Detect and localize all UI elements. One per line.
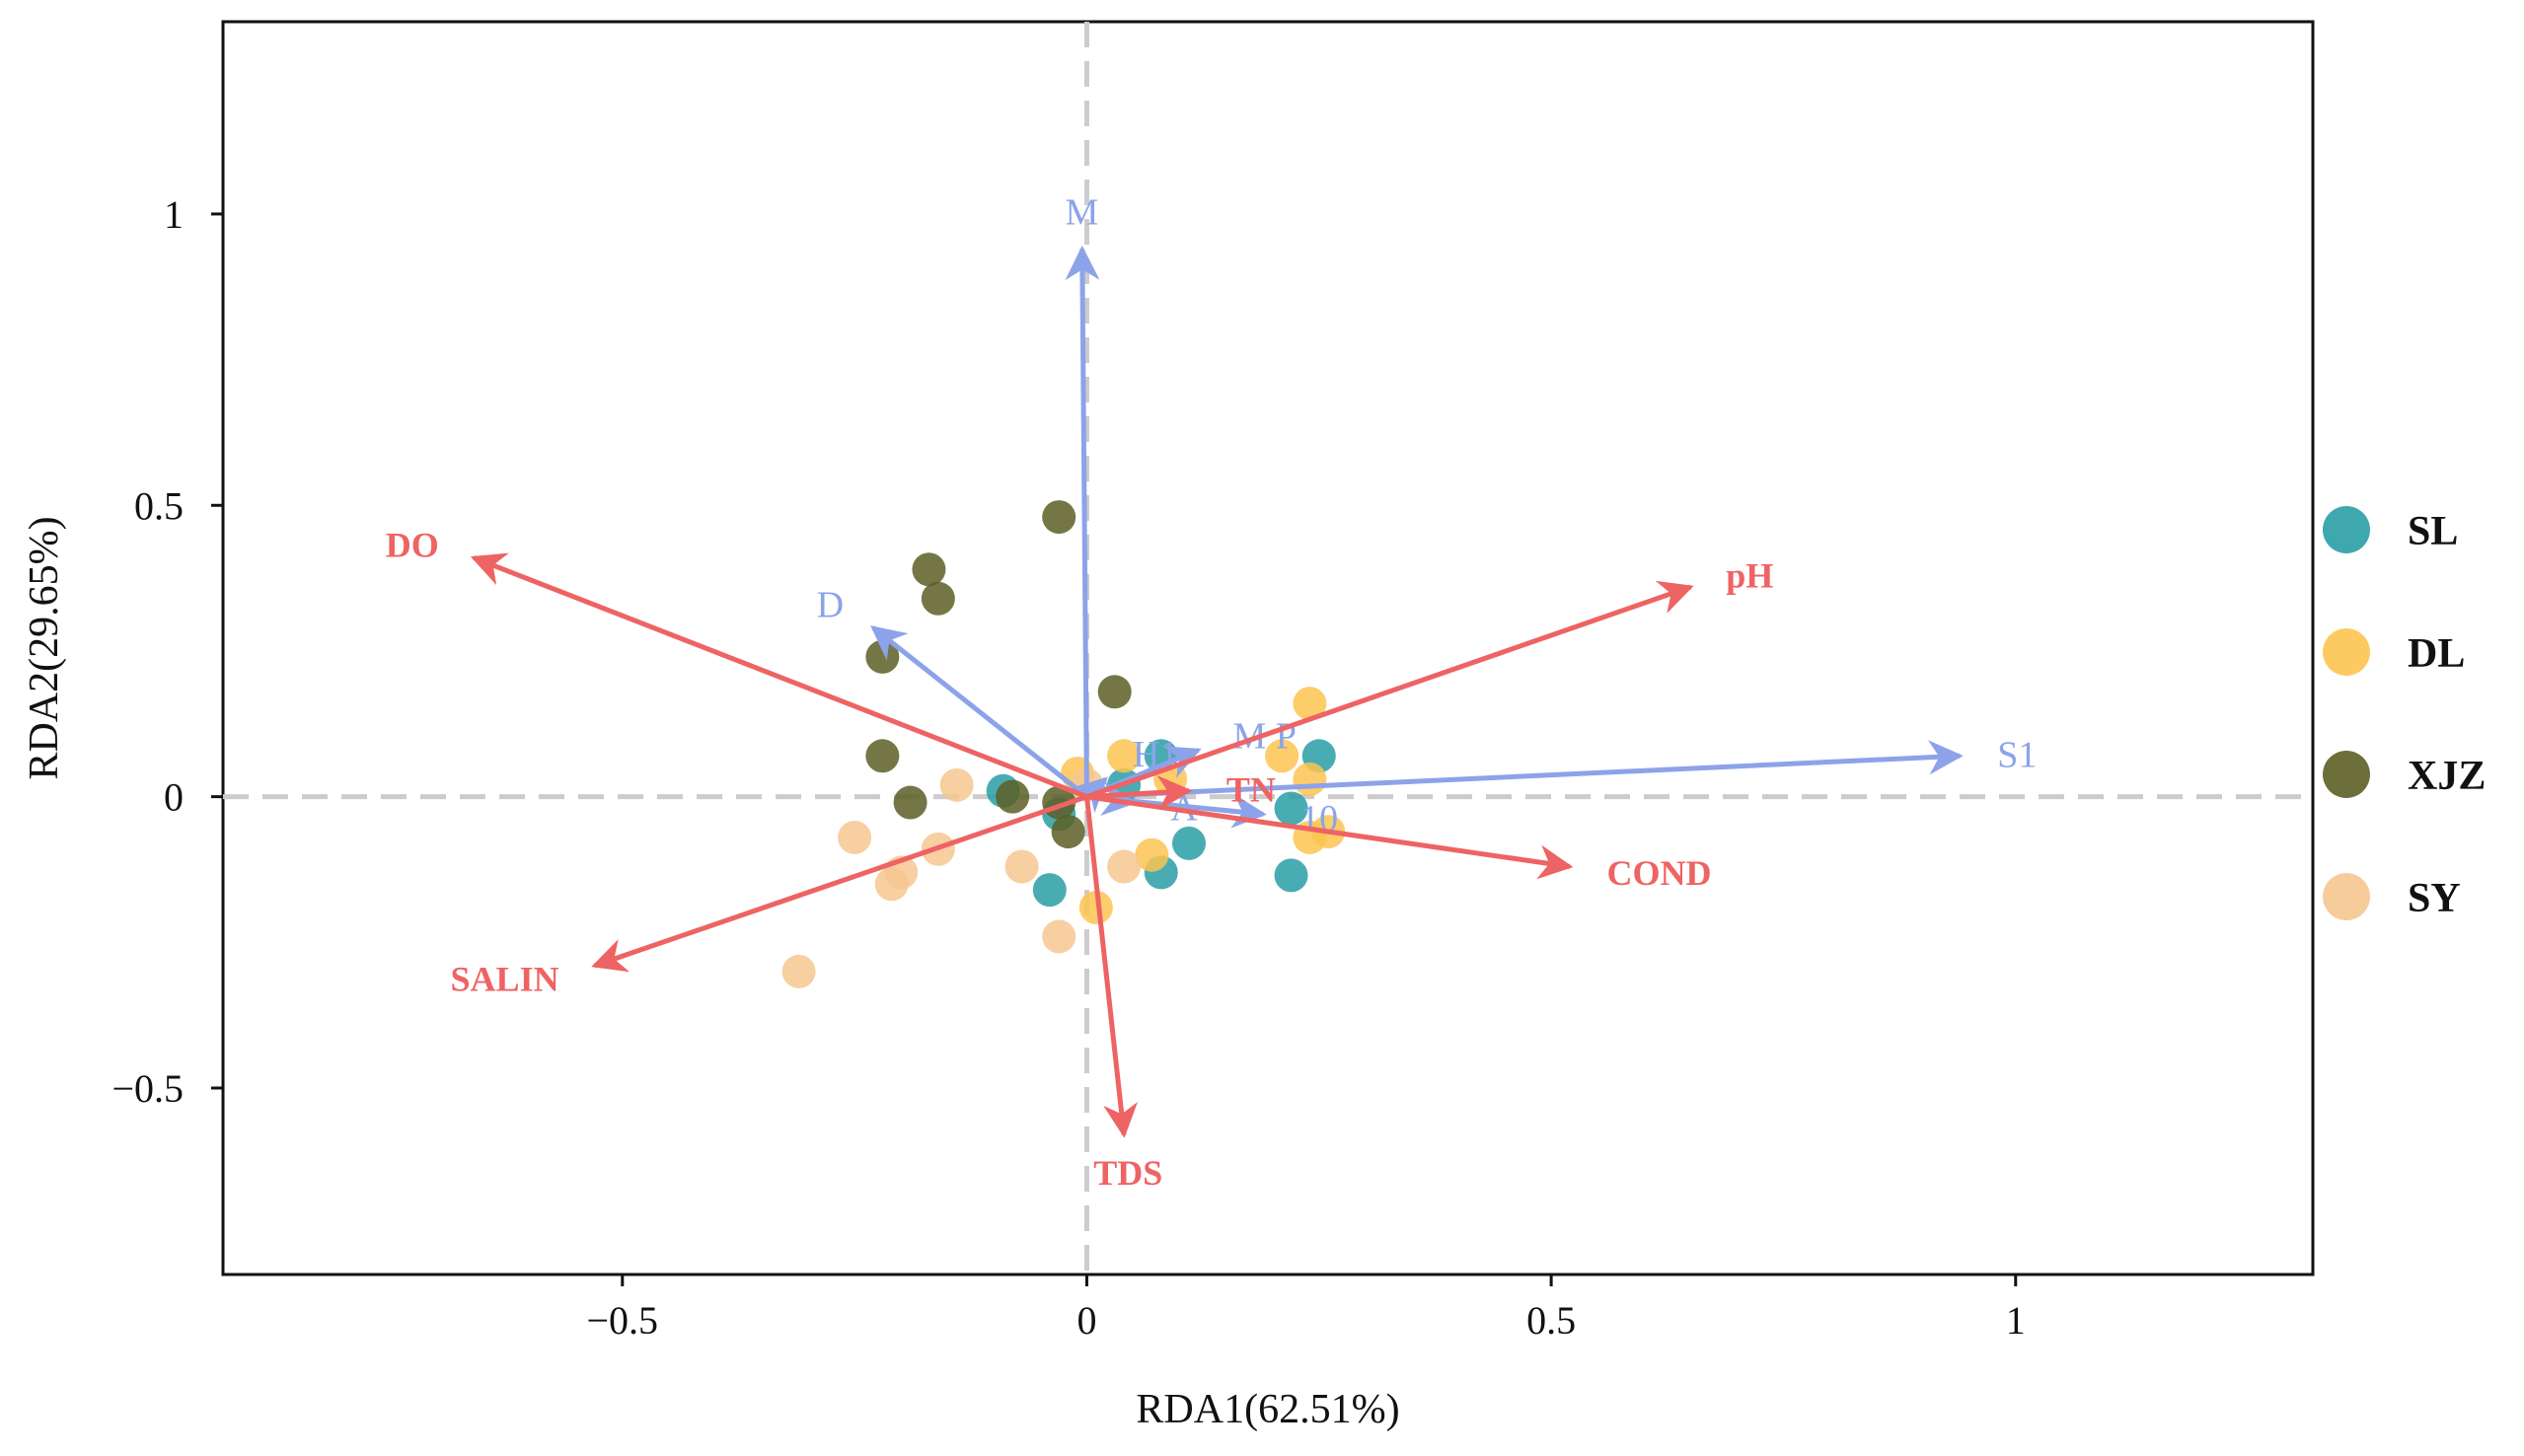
point-sy xyxy=(939,767,974,802)
point-sl xyxy=(1274,858,1308,893)
env-arrow-ph xyxy=(1085,580,1694,799)
environment-arrows: DO pH COND SALIN TDS TN xyxy=(386,526,1773,1193)
env-label: COND xyxy=(1607,853,1712,893)
point-sy xyxy=(1107,849,1142,884)
point-dl xyxy=(1078,890,1113,924)
point-sy xyxy=(1004,849,1039,884)
y-tick-label: 0.5 xyxy=(134,483,184,528)
point-dl xyxy=(1293,687,1327,721)
point-xjz xyxy=(1097,675,1132,709)
species-arrow-s1 xyxy=(1086,740,1964,800)
env-label: pH xyxy=(1726,556,1773,596)
env-label: TDS xyxy=(1093,1153,1162,1193)
y-tick-label: 1 xyxy=(164,192,184,237)
point-dl xyxy=(1293,762,1327,796)
point-dl xyxy=(1265,739,1299,773)
point-xjz xyxy=(1042,500,1076,535)
plot-frame xyxy=(221,20,2315,1276)
species-label: M xyxy=(1066,191,1099,233)
legend-label-sl: SL xyxy=(2408,509,2458,554)
env-label: TN xyxy=(1226,770,1276,810)
point-xjz xyxy=(912,552,946,587)
species-arrows: MS1DM PH110A xyxy=(817,191,2038,839)
env-label: SALIN xyxy=(451,959,559,998)
x-tick-label: 0.5 xyxy=(1526,1298,1576,1343)
point-sy xyxy=(781,954,816,988)
x-tick-label: 1 xyxy=(2006,1298,2026,1343)
point-sy xyxy=(874,867,909,902)
point-xjz xyxy=(893,785,928,820)
y-tick-label: −0.5 xyxy=(111,1066,184,1111)
species-arrow-m xyxy=(1065,245,1100,797)
legend-marker-sl xyxy=(2323,506,2370,553)
env-label: DO xyxy=(386,526,439,565)
env-arrow-tds xyxy=(1083,796,1139,1138)
x-tick-label: 0 xyxy=(1076,1298,1096,1343)
env-arrow-tn xyxy=(1086,775,1193,810)
legend-marker-sy xyxy=(2323,873,2370,920)
point-xjz xyxy=(865,739,900,773)
point-sy xyxy=(838,820,872,854)
species-label: D xyxy=(817,585,844,626)
point-xjz xyxy=(921,581,955,616)
y-tick-label: 0 xyxy=(164,775,184,820)
x-axis-title: RDA1(62.51%) xyxy=(1136,1387,1399,1432)
point-sl xyxy=(1274,791,1308,826)
legend-label-sy: SY xyxy=(2408,876,2461,921)
x-axis-ticks: −0.5 0 0.5 1 xyxy=(586,1274,2026,1343)
legend: SL DL XJZ SY xyxy=(2323,506,2486,921)
env-arrow-do xyxy=(470,552,1088,799)
env-arrow-salin xyxy=(591,794,1088,973)
species-label: S1 xyxy=(1997,735,2037,776)
point-xjz xyxy=(1051,815,1085,849)
legend-label-dl: DL xyxy=(2408,631,2465,677)
point-sl xyxy=(1032,873,1067,908)
point-sl xyxy=(1171,826,1206,860)
point-dl xyxy=(1135,837,1169,872)
legend-label-xjz: XJZ xyxy=(2408,754,2486,799)
species-arrow-d xyxy=(870,625,1088,799)
y-axis-ticks: −0.5 0 0.5 1 xyxy=(111,192,223,1111)
point-dl xyxy=(1107,739,1142,773)
x-tick-label: −0.5 xyxy=(586,1298,658,1343)
legend-marker-dl xyxy=(2323,628,2370,676)
y-axis-title: RDA2(29.65%) xyxy=(22,516,67,779)
point-sy xyxy=(1042,919,1076,954)
point-xjz xyxy=(996,779,1030,814)
legend-marker-xjz xyxy=(2323,751,2370,798)
